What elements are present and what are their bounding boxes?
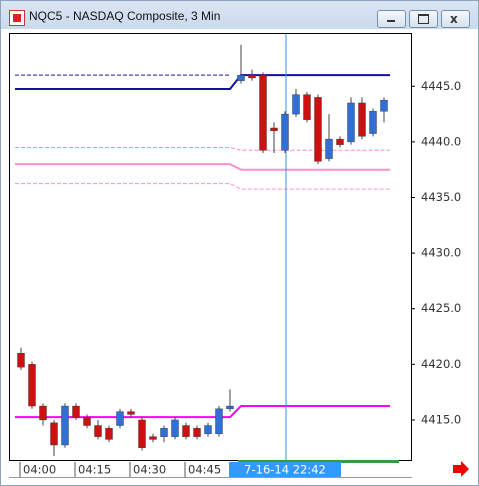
x-tick-label: 04:15 bbox=[78, 463, 111, 477]
candle-body bbox=[248, 74, 256, 79]
y-tick-label: 4445.0 bbox=[421, 79, 461, 93]
candle-body bbox=[39, 405, 47, 421]
candle-body bbox=[72, 405, 80, 418]
candle-body bbox=[281, 113, 289, 151]
candle-body bbox=[369, 111, 377, 134]
candle-body bbox=[358, 102, 366, 137]
candle-body bbox=[237, 74, 245, 81]
y-tick-label: 4415.0 bbox=[421, 412, 461, 426]
candle-body bbox=[17, 353, 25, 368]
scroll-arrow[interactable] bbox=[453, 461, 469, 477]
title-bar: NQC5 - NASDAQ Composite, 3 Min x bbox=[1, 1, 478, 29]
candle-body bbox=[270, 127, 278, 131]
candle-body bbox=[215, 408, 223, 435]
candle-body bbox=[116, 411, 124, 426]
candle-body bbox=[182, 425, 190, 437]
candle-body bbox=[50, 422, 58, 446]
close-button[interactable]: x bbox=[441, 10, 470, 28]
y-tick-label: 4425.0 bbox=[421, 301, 461, 315]
y-tick-label: 4435.0 bbox=[421, 190, 461, 204]
chart: 4415.0 4420.0 4425.0 4430.0 4435.0 4440.0 4445… bbox=[1, 29, 478, 485]
level-line bbox=[15, 405, 390, 419]
candle-body bbox=[325, 138, 333, 159]
minimize-button[interactable] bbox=[377, 10, 406, 28]
candle-body bbox=[149, 436, 157, 440]
x-tick-label: 04:30 bbox=[133, 463, 166, 477]
candle-body bbox=[138, 419, 146, 448]
candle-body bbox=[314, 97, 322, 162]
app-icon bbox=[9, 10, 25, 26]
candle-body bbox=[204, 425, 212, 435]
level-line bbox=[15, 146, 390, 151]
candle-body bbox=[226, 405, 234, 410]
level-line bbox=[15, 74, 390, 91]
cursor-label-box bbox=[229, 462, 341, 477]
candle-body bbox=[259, 74, 267, 151]
scroll-indicator bbox=[238, 460, 399, 463]
candle-body bbox=[105, 428, 113, 440]
y-tick-label: 4420.0 bbox=[421, 357, 461, 371]
candle-body bbox=[292, 94, 300, 115]
candle-body bbox=[347, 102, 355, 143]
candle-body bbox=[380, 99, 388, 112]
candle-body bbox=[61, 405, 69, 446]
candle-body bbox=[160, 428, 168, 437]
candle-body bbox=[303, 94, 311, 120]
level-line bbox=[15, 163, 390, 171]
x-tick-label: 04:45 bbox=[188, 463, 221, 477]
y-tick-label: 4430.0 bbox=[421, 246, 461, 260]
cursor-label: 7-16-14 22:42 bbox=[244, 463, 326, 477]
candle-body bbox=[193, 428, 201, 437]
level-line bbox=[15, 183, 390, 190]
candle-body bbox=[83, 416, 91, 426]
candle-body bbox=[28, 364, 36, 407]
plot-frame bbox=[9, 33, 412, 461]
candle-body bbox=[336, 138, 344, 145]
maximize-button[interactable] bbox=[409, 10, 438, 28]
candle-body bbox=[127, 411, 135, 415]
window-title: NQC5 - NASDAQ Composite, 3 Min bbox=[29, 9, 221, 23]
x-tick-label: 04:00 bbox=[23, 463, 56, 477]
candle-body bbox=[171, 419, 179, 437]
candle-body bbox=[94, 425, 102, 437]
y-tick-label: 4440.0 bbox=[421, 134, 461, 148]
